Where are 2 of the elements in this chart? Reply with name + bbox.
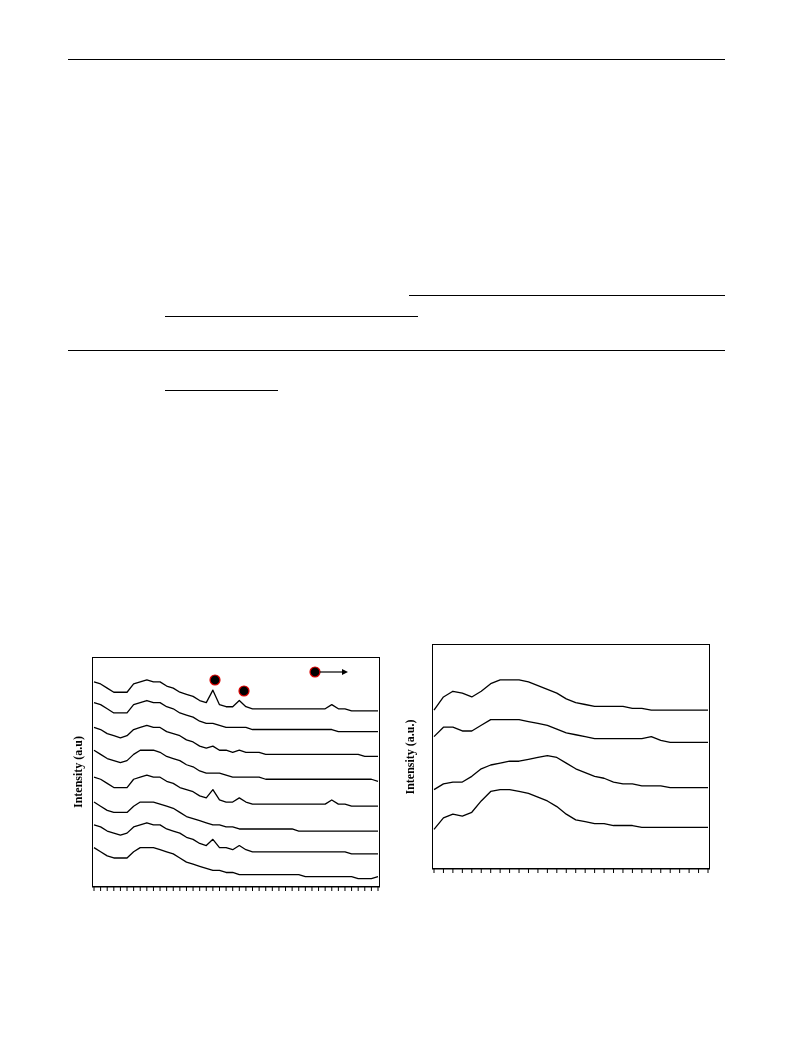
y-axis-title: Intensity (a.u.) — [403, 718, 418, 796]
y-axis-title: Intensity (a.u) — [71, 735, 86, 810]
